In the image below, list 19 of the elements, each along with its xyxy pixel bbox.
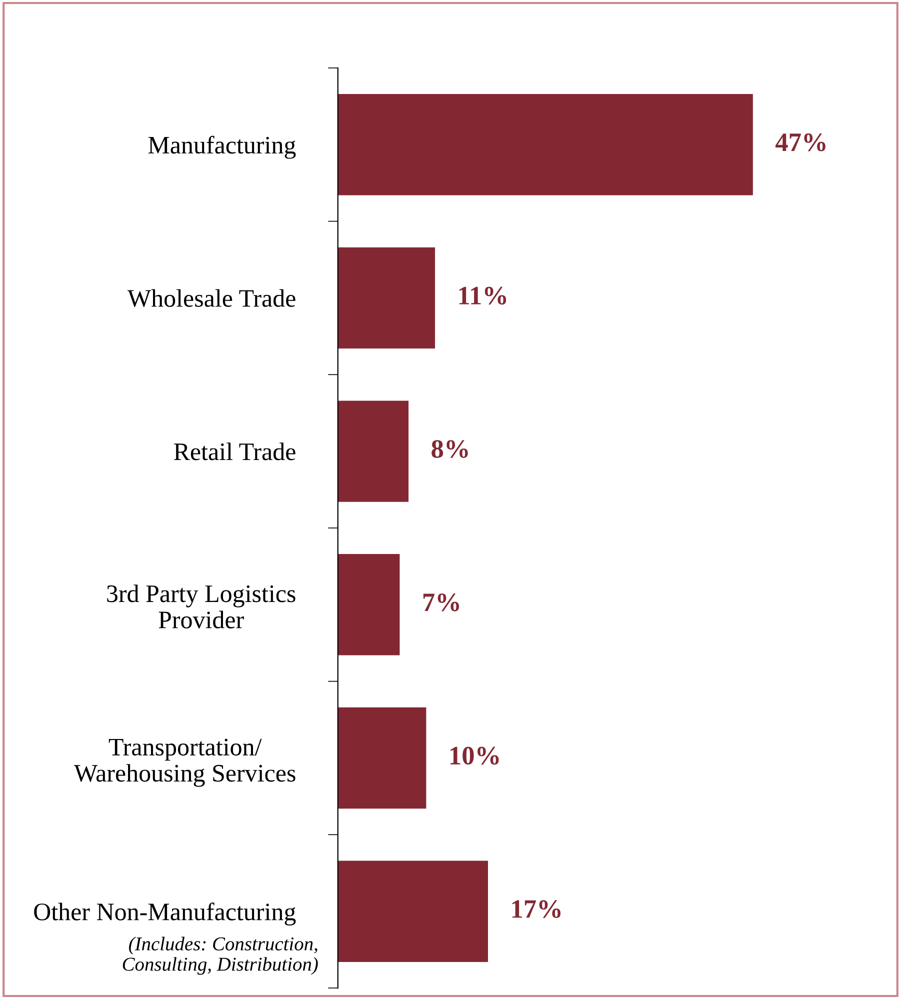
bar xyxy=(338,860,488,962)
bar xyxy=(338,247,436,349)
y-tick-label: Transportation/ Warehousing Services xyxy=(74,738,296,787)
y-tick-label: 3rd Party Logistics Provider xyxy=(107,584,296,628)
data-label: 47% xyxy=(775,133,826,152)
data-label: 17% xyxy=(512,900,561,918)
bar xyxy=(338,554,400,656)
y-tick-label: Other Non-Manufacturing xyxy=(34,902,296,926)
bar xyxy=(338,707,426,809)
bar xyxy=(338,400,409,502)
data-label: 7% xyxy=(423,593,460,612)
data-label: 10% xyxy=(450,746,499,765)
text: (Includes: Construction, Consulting, Distribution) xyxy=(122,936,318,975)
y-tick-label: Retail Trade xyxy=(174,442,296,460)
bar xyxy=(338,94,753,196)
y-tick-label: Manufacturing xyxy=(148,136,296,159)
data-label: 8% xyxy=(432,440,468,458)
data-label: 11% xyxy=(459,286,506,305)
y-tick-label: Wholesale Trade xyxy=(127,289,296,308)
